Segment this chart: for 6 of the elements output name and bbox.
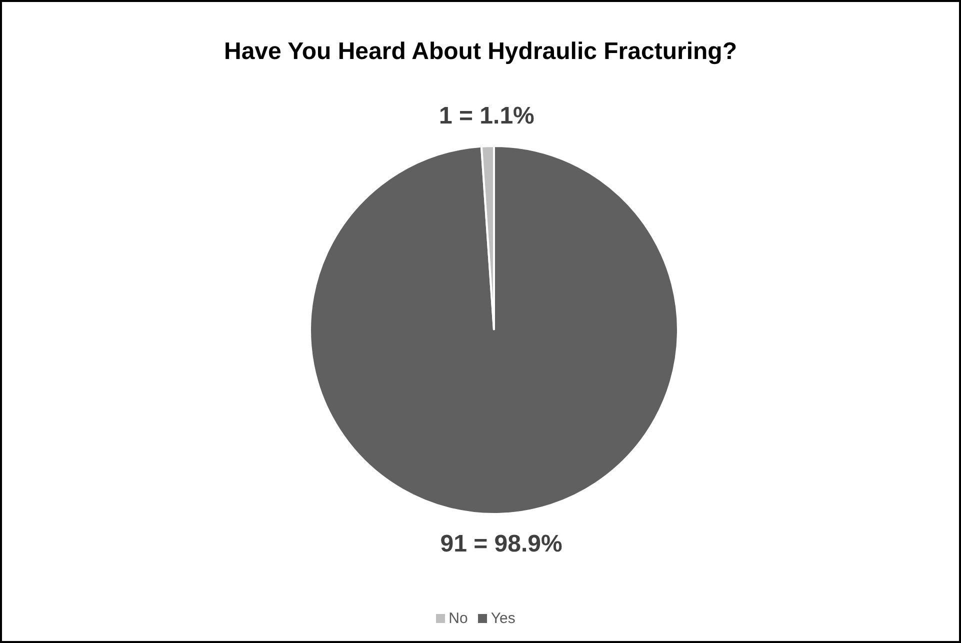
legend-label: No — [448, 610, 468, 627]
chart-title: Have You Heard About Hydraulic Fracturing? — [223, 38, 738, 66]
data-label: 1 = 1.1% — [438, 102, 534, 130]
legend-label: Yes — [490, 610, 516, 627]
pie-slice — [309, 145, 679, 515]
data-label: 91 = 98.9% — [440, 530, 562, 558]
